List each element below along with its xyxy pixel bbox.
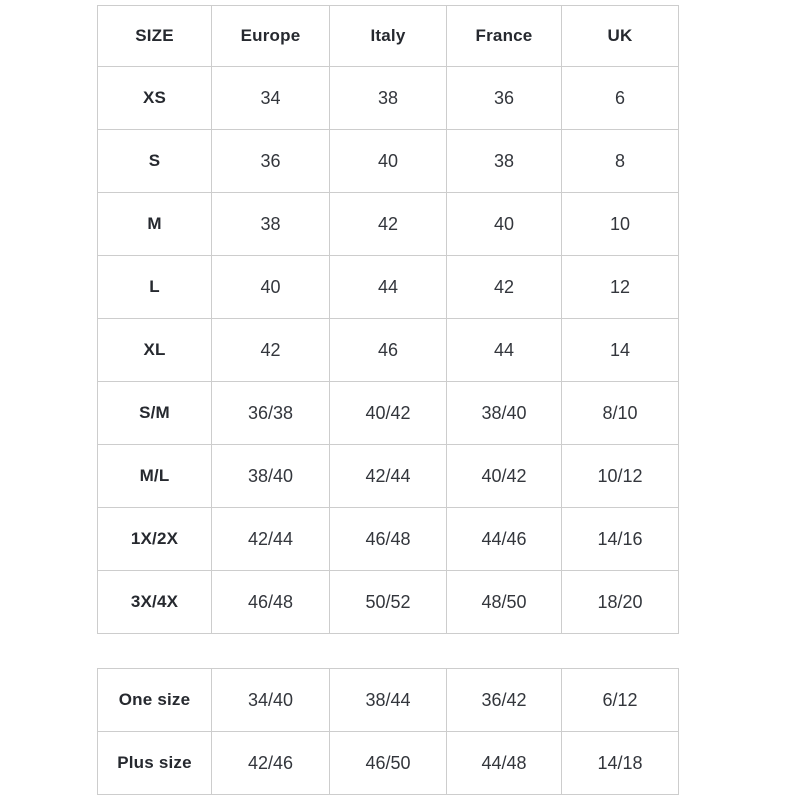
row-label: M/L (97, 444, 212, 508)
data-cell: 40 (446, 192, 562, 256)
row-label: M (97, 192, 212, 256)
data-cell: 44/46 (446, 507, 562, 571)
data-cell: 40/42 (329, 381, 447, 445)
row-label: S (97, 129, 212, 193)
table-row: 1X/2X 42/44 46/48 44/46 14/16 (97, 507, 679, 571)
data-cell: 6 (561, 66, 679, 130)
data-cell: 44/48 (446, 731, 562, 795)
data-cell: 8/10 (561, 381, 679, 445)
row-label: 1X/2X (97, 507, 212, 571)
data-cell: 34/40 (211, 668, 330, 732)
header-row: SIZE Europe Italy France UK (97, 5, 679, 67)
data-cell: 38/40 (211, 444, 330, 508)
data-cell: 38 (211, 192, 330, 256)
one-size-plus-size-table: One size 34/40 38/44 36/42 6/12 Plus size 42/4… (97, 668, 679, 795)
data-cell: 38 (329, 66, 447, 130)
data-cell: 6/12 (561, 668, 679, 732)
table-row: XL 42 46 44 14 (97, 318, 679, 382)
row-label: S/M (97, 381, 212, 445)
column-header-france: France (446, 5, 562, 67)
data-cell: 42 (211, 318, 330, 382)
row-label: 3X/4X (97, 570, 212, 634)
column-header-size: SIZE (97, 5, 212, 67)
data-cell: 50/52 (329, 570, 447, 634)
data-cell: 36/38 (211, 381, 330, 445)
data-cell: 8 (561, 129, 679, 193)
table-row: XS 34 38 36 6 (97, 66, 679, 130)
table-row: L 40 44 42 12 (97, 255, 679, 319)
data-cell: 46/50 (329, 731, 447, 795)
row-label: L (97, 255, 212, 319)
data-cell: 40 (329, 129, 447, 193)
data-cell: 38/40 (446, 381, 562, 445)
data-cell: 42/46 (211, 731, 330, 795)
size-conversion-table: SIZE Europe Italy France UK XS 34 38 36 6 S 36 40 38 8… (97, 5, 679, 634)
data-cell: 46 (329, 318, 447, 382)
data-cell: 40 (211, 255, 330, 319)
data-cell: 36 (446, 66, 562, 130)
data-cell: 38 (446, 129, 562, 193)
table-row: One size 34/40 38/44 36/42 6/12 (97, 668, 679, 732)
data-cell: 48/50 (446, 570, 562, 634)
row-label: XL (97, 318, 212, 382)
data-cell: 42/44 (211, 507, 330, 571)
data-cell: 14/16 (561, 507, 679, 571)
data-cell: 14/18 (561, 731, 679, 795)
data-cell: 42/44 (329, 444, 447, 508)
data-cell: 10 (561, 192, 679, 256)
data-cell: 10/12 (561, 444, 679, 508)
table-row: M 38 42 40 10 (97, 192, 679, 256)
row-label: One size (97, 668, 212, 732)
data-cell: 34 (211, 66, 330, 130)
data-cell: 40/42 (446, 444, 562, 508)
column-header-uk: UK (561, 5, 679, 67)
data-cell: 44 (329, 255, 447, 319)
column-header-europe: Europe (211, 5, 330, 67)
table-row: S/M 36/38 40/42 38/40 8/10 (97, 381, 679, 445)
data-cell: 14 (561, 318, 679, 382)
data-cell: 46/48 (329, 507, 447, 571)
data-cell: 46/48 (211, 570, 330, 634)
column-header-italy: Italy (329, 5, 447, 67)
data-cell: 18/20 (561, 570, 679, 634)
data-cell: 42 (329, 192, 447, 256)
row-label: XS (97, 66, 212, 130)
data-cell: 44 (446, 318, 562, 382)
row-label: Plus size (97, 731, 212, 795)
data-cell: 36/42 (446, 668, 562, 732)
table-row: 3X/4X 46/48 50/52 48/50 18/20 (97, 570, 679, 634)
data-cell: 12 (561, 255, 679, 319)
data-cell: 36 (211, 129, 330, 193)
table-row: M/L 38/40 42/44 40/42 10/12 (97, 444, 679, 508)
table-row: Plus size 42/46 46/50 44/48 14/18 (97, 731, 679, 795)
data-cell: 42 (446, 255, 562, 319)
data-cell: 38/44 (329, 668, 447, 732)
table-row: S 36 40 38 8 (97, 129, 679, 193)
